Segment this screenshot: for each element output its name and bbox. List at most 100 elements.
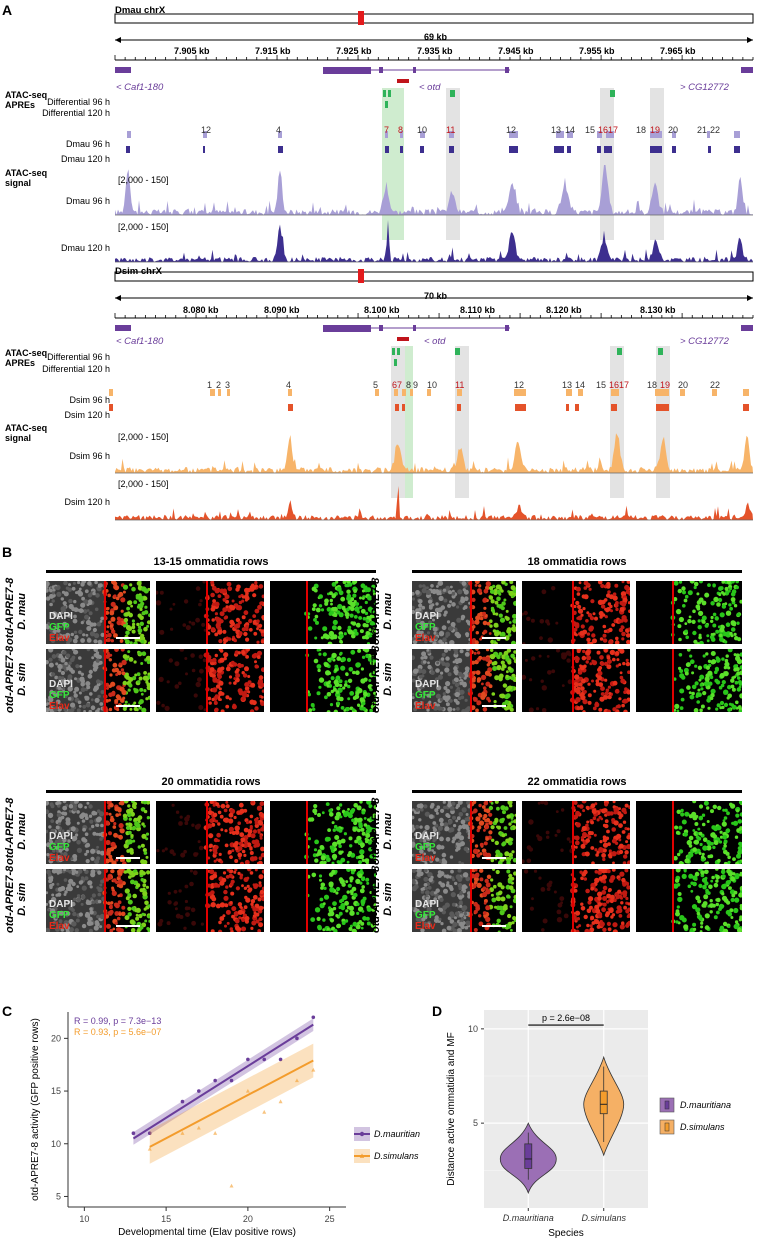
cell-nucleus: [254, 608, 260, 614]
cell-nucleus: [508, 852, 513, 858]
cell-nucleus: [438, 859, 443, 864]
cell-nucleus: [436, 844, 442, 850]
cell-nucleus: [727, 707, 732, 712]
cell-nucleus: [496, 589, 501, 595]
cell-nucleus: [128, 657, 134, 662]
cell-nucleus: [217, 594, 222, 598]
cell-nucleus: [191, 823, 195, 827]
cell-nucleus: [445, 813, 450, 818]
apre-box-96h: [514, 389, 526, 396]
cell-nucleus: [489, 653, 496, 660]
dsim-track-diff96: Differential 96 h: [47, 352, 110, 362]
group-underline: [46, 570, 376, 573]
cell-nucleus: [60, 676, 65, 680]
cell-nucleus: [493, 700, 497, 704]
cell-nucleus: [258, 917, 263, 922]
cell-nucleus: [439, 897, 444, 902]
cell-nucleus: [612, 657, 616, 662]
apre-box-120h: [567, 146, 571, 153]
cell-nucleus: [122, 654, 128, 659]
cell-nucleus: [142, 675, 148, 681]
cell-nucleus: [161, 849, 165, 853]
cell-nucleus: [235, 846, 239, 851]
cell-nucleus: [238, 856, 242, 860]
cell-nucleus: [362, 616, 367, 621]
cell-nucleus: [117, 894, 121, 898]
cell-nucleus: [450, 585, 453, 589]
apre-box-96h: [400, 131, 403, 138]
cell-nucleus: [424, 856, 430, 862]
cell-nucleus: [93, 653, 98, 658]
cell-nucleus: [680, 808, 684, 813]
cell-nucleus: [217, 629, 223, 635]
apre-box-96h: [375, 389, 379, 396]
cell-nucleus: [602, 838, 608, 843]
cell-nucleus: [253, 652, 258, 658]
cell-nucleus: [89, 907, 93, 911]
cell-nucleus: [495, 849, 501, 855]
cell-nucleus: [614, 583, 619, 588]
cell-nucleus: [328, 872, 334, 877]
cell-nucleus: [224, 594, 230, 600]
cell-nucleus: [370, 704, 375, 709]
cell-nucleus: [597, 902, 602, 907]
cell-nucleus: [328, 659, 332, 663]
apre-box-120h: [656, 404, 669, 411]
cell-nucleus: [504, 700, 509, 705]
cell-nucleus: [223, 808, 228, 813]
cell-nucleus: [345, 583, 350, 588]
cell-nucleus: [113, 594, 117, 598]
cell-nucleus: [348, 851, 352, 855]
cell-nucleus: [134, 673, 138, 677]
dmau-apre-number: 4: [276, 125, 282, 135]
cell-nucleus: [508, 822, 512, 826]
cell-nucleus: [485, 882, 491, 888]
cell-nucleus: [314, 839, 319, 845]
cell-nucleus: [513, 659, 516, 664]
cell-nucleus: [489, 586, 494, 591]
cell-nucleus: [330, 602, 333, 606]
cell-nucleus: [363, 823, 368, 827]
cell-nucleus: [137, 628, 143, 633]
cell-nucleus: [236, 605, 243, 611]
cell-nucleus: [106, 625, 110, 629]
cell-nucleus: [123, 870, 128, 874]
cell-nucleus: [508, 873, 513, 878]
cell-nucleus: [686, 839, 692, 846]
cell-nucleus: [127, 839, 133, 845]
dsim-signal-label-2: signal: [5, 433, 32, 443]
apre-box-120h: [449, 146, 454, 153]
cell-nucleus: [235, 673, 241, 678]
cell-nucleus: [358, 855, 362, 859]
cell-nucleus: [476, 677, 482, 682]
cell-nucleus: [50, 828, 56, 834]
cell-nucleus: [96, 586, 102, 592]
cell-nucleus: [419, 845, 424, 850]
species-label: D. sim: [16, 882, 28, 916]
span-arrow-left: [115, 295, 121, 301]
cell-nucleus: [218, 639, 223, 644]
cell-nucleus: [64, 661, 68, 666]
cell-nucleus: [506, 705, 511, 710]
cell-nucleus: [628, 627, 630, 631]
cell-nucleus: [476, 700, 482, 706]
cell-nucleus: [350, 649, 356, 655]
cell-nucleus: [438, 817, 444, 823]
cell-nucleus: [227, 850, 232, 855]
cell-nucleus: [117, 869, 121, 874]
cell-nucleus: [614, 640, 620, 644]
cell-nucleus: [49, 602, 53, 607]
cell-nucleus: [229, 869, 234, 874]
cell-nucleus: [361, 810, 366, 815]
cell-nucleus: [238, 802, 244, 808]
cell-nucleus: [738, 705, 742, 709]
cell-nucleus: [62, 680, 67, 685]
cell-nucleus: [359, 697, 365, 702]
cell-nucleus: [47, 812, 54, 819]
apre-box-96h: [578, 389, 583, 396]
cell-nucleus: [717, 805, 722, 811]
cell-nucleus: [585, 619, 589, 623]
cell-nucleus: [134, 908, 138, 913]
cell-nucleus: [510, 585, 516, 591]
cell-nucleus: [701, 813, 706, 817]
